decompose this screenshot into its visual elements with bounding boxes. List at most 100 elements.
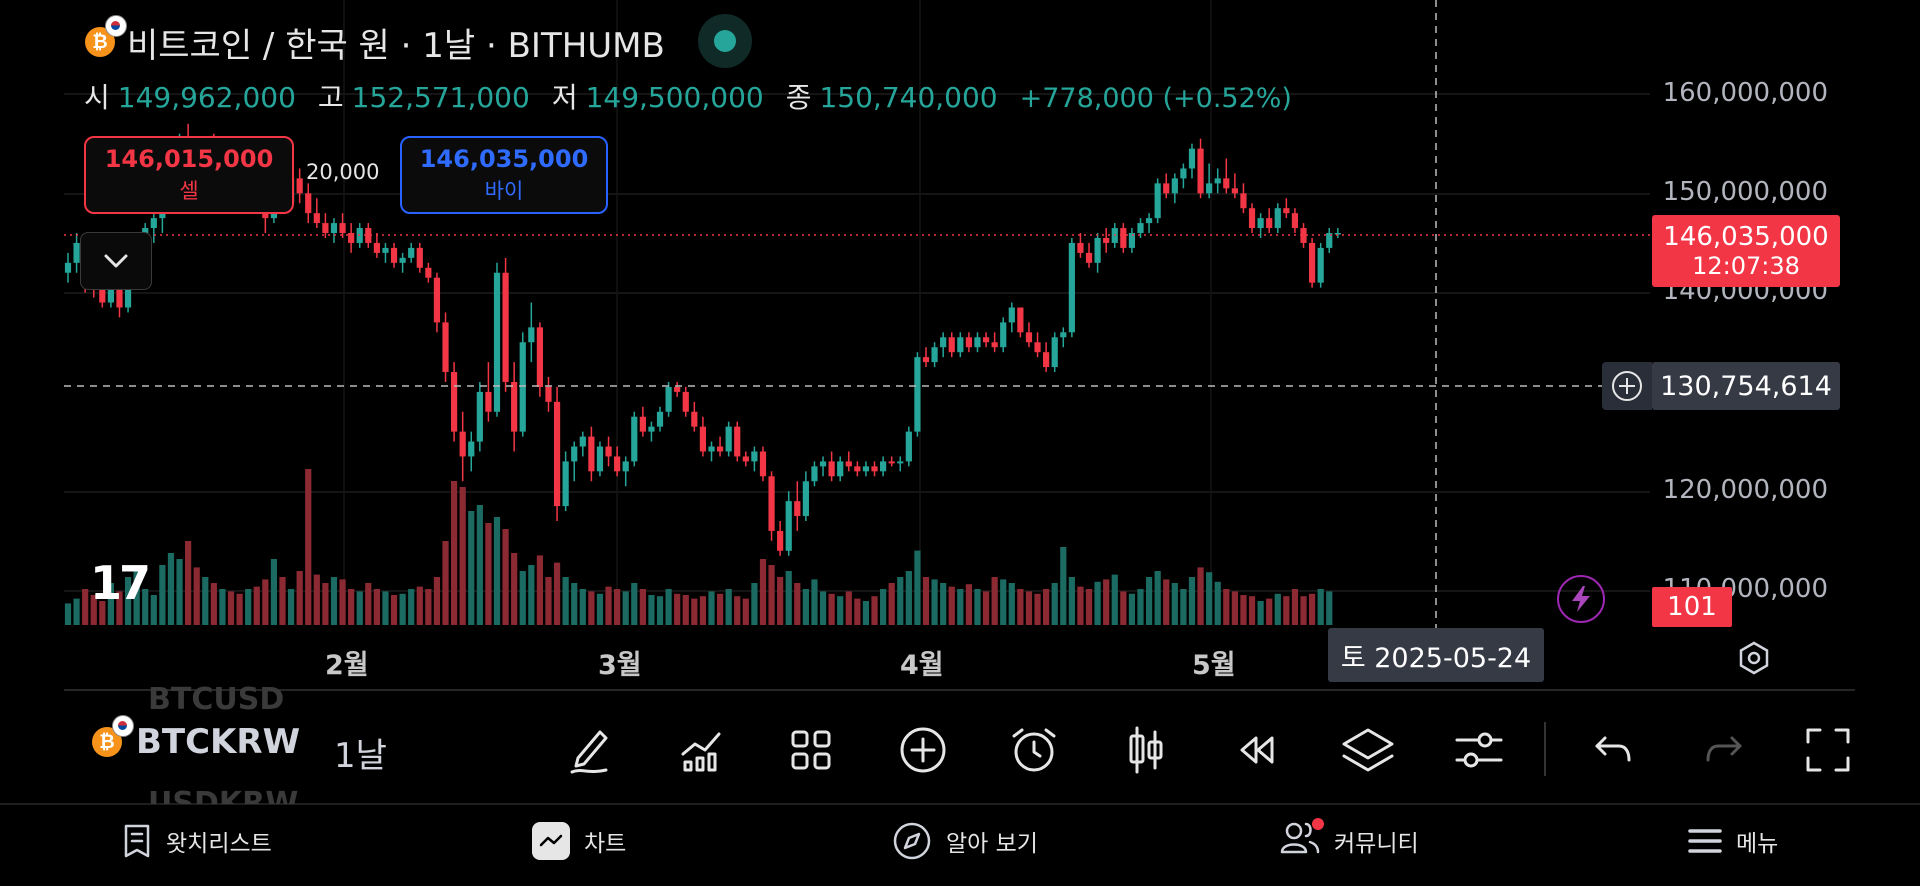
candle — [605, 436, 612, 467]
buy-button[interactable]: 146,035,000 바이 — [400, 136, 608, 214]
ohlc-legend: 시 149,962,000 고 152,571,000 저 149,500,000 종… — [84, 76, 1292, 116]
open-value: 149,962,000 — [117, 81, 296, 114]
candle — [1274, 203, 1281, 234]
volume-bar — [682, 595, 689, 625]
volume-bar — [905, 571, 912, 625]
volume-bar — [502, 529, 509, 625]
candle — [425, 262, 432, 283]
volume-bar — [339, 579, 346, 625]
rewind-icon — [1240, 736, 1274, 764]
candle — [768, 471, 775, 541]
candle — [974, 332, 981, 353]
market-status-indicator[interactable] — [698, 14, 752, 68]
volume-bar — [845, 591, 852, 625]
candle — [1171, 173, 1178, 204]
volume-bar — [159, 565, 166, 625]
volume-bar — [965, 584, 972, 625]
volume-bar — [1043, 589, 1050, 625]
candle — [1266, 208, 1273, 234]
candle — [553, 386, 561, 521]
volume-bar — [708, 591, 715, 625]
low-value: 149,500,000 — [585, 81, 764, 114]
candle — [1231, 173, 1238, 199]
candle — [596, 441, 604, 477]
volume-bar — [991, 577, 998, 625]
volume-bar — [287, 589, 295, 625]
open-label: 시 — [84, 81, 110, 114]
nav-watchlist[interactable]: 왓치리스트 — [122, 804, 272, 878]
nav-label: 커뮤니티 — [1334, 831, 1419, 857]
nav-menu[interactable]: 메뉴 — [1688, 804, 1778, 878]
order-quantity[interactable]: 20,000 — [306, 160, 380, 184]
compass-icon — [893, 822, 931, 860]
volume-bar — [897, 577, 904, 625]
drawing-tool-button[interactable] — [558, 718, 622, 782]
candle — [897, 456, 904, 472]
volume-bar — [914, 550, 921, 625]
candle — [691, 401, 698, 432]
menu-icon — [1688, 829, 1722, 853]
candle — [751, 446, 758, 472]
templates-button[interactable] — [779, 718, 843, 782]
nav-community[interactable]: 커뮤니티 — [1280, 804, 1419, 878]
volume-bar — [1154, 571, 1161, 625]
chart-type-button[interactable] — [1113, 718, 1177, 782]
tradingview-logo[interactable]: 17 — [90, 556, 151, 610]
redo-button[interactable] — [1692, 718, 1756, 782]
volume-bar — [382, 591, 389, 625]
collapse-trade-button[interactable] — [80, 232, 152, 290]
candle — [622, 456, 629, 487]
volume-bar — [862, 601, 870, 625]
buy-price: 146,035,000 — [419, 145, 589, 173]
volume-bar — [1137, 589, 1144, 625]
volume-bar — [794, 583, 801, 625]
candle — [854, 461, 861, 477]
nav-explore[interactable]: 알아 보기 — [892, 804, 1038, 878]
candle — [819, 456, 827, 477]
candle — [665, 381, 672, 417]
interval-selector[interactable]: 1날 — [334, 736, 387, 776]
volume-bar — [819, 591, 827, 625]
candle — [656, 406, 664, 432]
volume-bar — [1060, 547, 1067, 625]
add-button[interactable] — [891, 718, 955, 782]
volume-bar — [133, 571, 140, 625]
undo-button[interactable] — [1581, 718, 1645, 782]
symbol-title[interactable]: ₿ 비트코인 / 한국 원 · 1날 · BITHUMB — [85, 15, 665, 66]
volume-bar — [1257, 601, 1264, 625]
volume-bar — [871, 596, 878, 625]
candle — [519, 332, 526, 437]
volume-bar — [476, 505, 483, 625]
candle — [545, 377, 552, 412]
sell-button[interactable]: 146,015,000 셀 — [84, 136, 294, 214]
replay-button[interactable] — [1224, 718, 1288, 782]
symbol-selector[interactable]: ₿ BTCKRW — [92, 715, 300, 762]
layers-icon — [1342, 728, 1394, 772]
undo-icon — [1595, 736, 1631, 762]
volume-bar — [674, 593, 681, 625]
volume-bar — [99, 601, 106, 625]
add-price-level-button[interactable] — [1602, 362, 1652, 410]
fullscreen-button[interactable] — [1800, 718, 1856, 782]
indicators-button[interactable] — [669, 718, 733, 782]
high-value: 152,571,000 — [351, 81, 530, 114]
indicators-icon — [681, 732, 721, 772]
settings-sliders-button[interactable] — [1447, 718, 1511, 782]
volume-bar — [1120, 591, 1127, 625]
volume-bar — [365, 583, 372, 625]
market-open-icon — [714, 30, 736, 52]
alert-button[interactable] — [1002, 718, 1066, 782]
volume-bar — [802, 589, 809, 625]
layers-button[interactable] — [1336, 718, 1400, 782]
volume-bar — [828, 593, 835, 625]
quick-trade-button[interactable] — [1557, 575, 1605, 623]
candle — [1043, 342, 1050, 373]
candle — [734, 421, 741, 462]
candle — [1034, 332, 1041, 358]
nav-chart[interactable]: 차트 — [532, 804, 626, 878]
chart-settings-button[interactable] — [1736, 640, 1772, 680]
bitcoin-icon: ₿ — [92, 715, 134, 757]
candle — [862, 461, 870, 477]
volume-bar — [588, 591, 595, 625]
